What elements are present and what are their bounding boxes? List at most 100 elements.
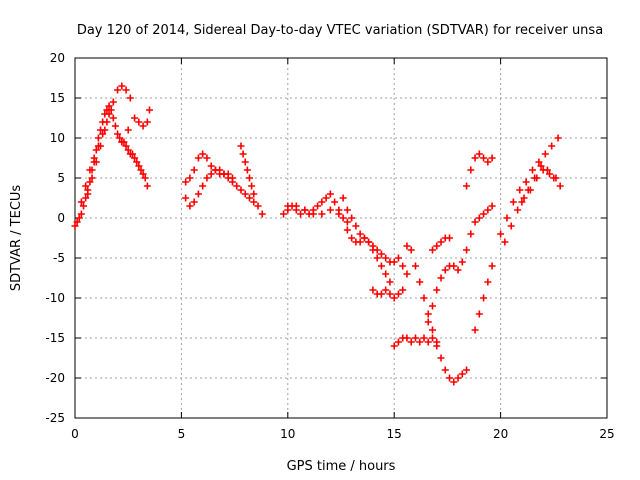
data-point: [82, 194, 90, 202]
data-point: [250, 190, 258, 198]
data-point: [509, 198, 517, 206]
data-point: [382, 270, 390, 278]
data-point: [131, 154, 139, 162]
data-point: [84, 190, 92, 198]
y-tick-label: 15: [50, 91, 65, 105]
data-point: [186, 202, 194, 210]
data-point: [403, 270, 411, 278]
data-point: [318, 210, 326, 218]
data-point: [280, 210, 288, 218]
series-arc-g: [237, 142, 258, 198]
data-point: [143, 118, 151, 126]
data-point: [369, 286, 377, 294]
data-point: [386, 278, 394, 286]
data-point: [433, 242, 441, 250]
data-point: [114, 130, 122, 138]
data-point: [437, 238, 445, 246]
data-point: [135, 118, 143, 126]
data-point: [484, 278, 492, 286]
data-point: [122, 142, 130, 150]
data-point: [475, 310, 483, 318]
data-point: [339, 214, 347, 222]
data-point: [441, 266, 449, 274]
data-point: [424, 310, 432, 318]
data-point: [239, 150, 247, 158]
data-point: [248, 182, 256, 190]
data-point: [122, 86, 130, 94]
y-tick-label: -20: [45, 371, 65, 385]
data-point: [467, 166, 475, 174]
data-point: [407, 246, 415, 254]
data-point: [86, 166, 94, 174]
data-point: [382, 286, 390, 294]
data-point: [524, 186, 532, 194]
data-point: [424, 318, 432, 326]
series-arc-o: [429, 234, 454, 254]
data-point: [416, 338, 424, 346]
data-point: [131, 114, 139, 122]
data-point: [237, 142, 245, 150]
data-point: [203, 174, 211, 182]
data-point: [550, 174, 558, 182]
data-point: [463, 246, 471, 254]
data-point: [309, 210, 317, 218]
data-point: [429, 246, 437, 254]
data-point: [118, 82, 126, 90]
data-point: [463, 182, 471, 190]
data-point: [101, 126, 109, 134]
data-point: [488, 202, 496, 210]
data-point: [284, 202, 292, 210]
y-tick-label: -15: [45, 331, 65, 345]
data-point: [77, 198, 85, 206]
data-point: [348, 214, 356, 222]
chart-title: Day 120 of 2014, Sidereal Day-to-day VTE…: [77, 23, 603, 38]
data-point: [548, 142, 556, 150]
data-point: [520, 194, 528, 202]
data-point: [339, 194, 347, 202]
data-point: [377, 250, 385, 258]
data-point: [314, 202, 322, 210]
data-point: [394, 290, 402, 298]
data-point: [145, 106, 153, 114]
series-arc-r: [497, 134, 562, 238]
data-point: [537, 162, 545, 170]
data-point: [245, 194, 253, 202]
data-point: [326, 190, 334, 198]
data-point: [343, 206, 351, 214]
data-point: [411, 262, 419, 270]
data-point: [441, 366, 449, 374]
data-point: [352, 222, 360, 230]
data-point: [86, 178, 94, 186]
data-point: [92, 158, 100, 166]
data-point: [182, 194, 190, 202]
data-point: [529, 166, 537, 174]
y-tick-label: 0: [57, 211, 65, 225]
data-point: [75, 214, 83, 222]
y-tick-label: -10: [45, 291, 65, 305]
series-arc-q: [471, 262, 496, 334]
data-point: [488, 262, 496, 270]
data-point: [356, 238, 364, 246]
data-point: [480, 294, 488, 302]
data-point: [199, 182, 207, 190]
data-point: [94, 142, 102, 150]
data-point: [475, 214, 483, 222]
data-point: [241, 190, 249, 198]
data-point: [454, 374, 462, 382]
data-point: [484, 158, 492, 166]
data-point: [467, 230, 475, 238]
data-point: [403, 242, 411, 250]
data-point: [522, 178, 530, 186]
data-point: [322, 194, 330, 202]
data-point: [480, 154, 488, 162]
y-tick-label: -25: [45, 411, 65, 425]
data-point: [224, 170, 232, 178]
data-point: [475, 150, 483, 158]
data-point: [541, 150, 549, 158]
data-point: [139, 122, 147, 130]
data-point: [297, 210, 305, 218]
data-point: [463, 366, 471, 374]
data-point: [105, 110, 113, 118]
data-point: [203, 154, 211, 162]
data-point: [107, 106, 115, 114]
